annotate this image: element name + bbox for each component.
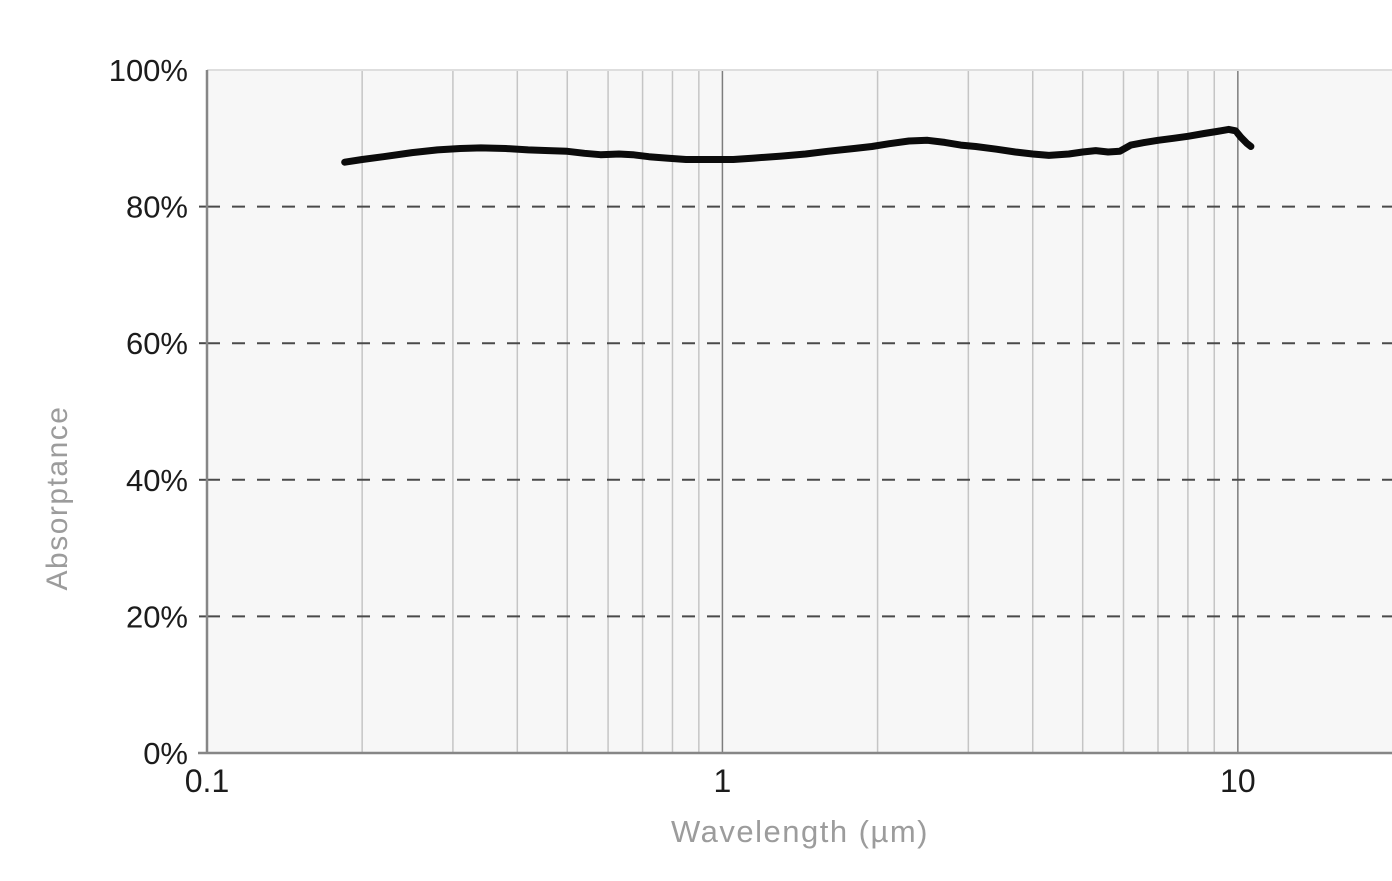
minor-gridlines [361, 70, 1216, 753]
chart-plot-area: 0% 20% 40% 60% 80% 100% 0.1 1 10 [109, 53, 1392, 799]
major-gridlines [721, 70, 1239, 753]
y-axis-title: Absorptance [41, 405, 74, 591]
x-tick-label: 10 [1220, 763, 1256, 799]
y-tick-label: 80% [126, 190, 188, 225]
x-tick-label: 1 [714, 763, 732, 799]
absorptance-line-series [341, 125, 1255, 166]
plot-background [207, 70, 1392, 753]
x-axis-title: Wavelength (µm) [671, 814, 929, 849]
y-tick-label: 0% [143, 736, 188, 771]
absorptance-spectrum-chart: 0% 20% 40% 60% 80% 100% 0.1 1 10 Absorptance Wav… [40, 16, 1392, 881]
dashed-gridlines [199, 205, 1392, 618]
axis-lines [198, 70, 1392, 755]
x-tick-label: 0.1 [185, 763, 229, 799]
y-tick-label: 40% [126, 463, 188, 498]
y-tick-labels: 0% 20% 40% 60% 80% 100% [109, 53, 188, 771]
y-tick-label: 20% [126, 599, 188, 634]
plot-border [207, 69, 1392, 71]
x-tick-labels: 0.1 1 10 [185, 763, 1256, 799]
y-tick-label: 60% [126, 326, 188, 361]
y-tick-label: 100% [109, 53, 188, 88]
